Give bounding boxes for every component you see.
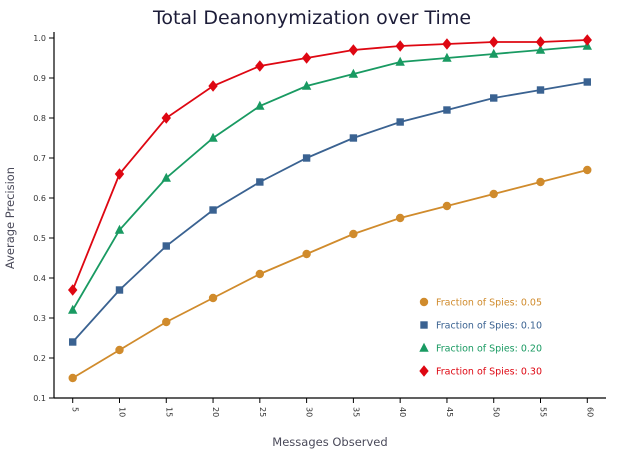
series-2-marker [68,304,78,314]
series-2-marker [301,80,312,90]
series-0-marker [442,201,452,211]
x-tick-label: 20 [211,407,220,417]
series-3-marker [442,38,452,50]
y-tick-label: 0.4 [33,274,46,283]
x-tick-label: 10 [117,407,126,417]
series-1-marker [256,178,264,186]
series-3-marker [535,36,546,48]
series-1-marker [302,154,311,162]
y-tick-label: 0.8 [33,114,46,123]
series-2-marker [395,56,405,66]
y-tick-label: 0.5 [33,234,46,243]
x-tick-label: 60 [585,407,594,417]
series-3-marker [255,60,265,72]
legend-marker-3 [419,365,429,377]
series-0-marker [349,229,358,239]
x-tick-label: 35 [351,407,360,417]
series-2-marker [114,224,125,234]
series-3-marker [301,52,312,64]
series-1-marker [536,86,545,94]
y-tick-label: 0.1 [33,394,46,403]
series-0-marker [255,269,265,279]
series-0-marker [583,165,592,175]
y-tick-label: 0.9 [33,74,46,83]
series-3-marker [161,112,171,124]
series-3-marker [348,44,359,56]
series-line-1 [72,81,588,343]
x-tick-label: 50 [492,407,501,417]
series-2-marker [535,44,546,54]
legend-label-0: Fraction of Spies: 0.05 [436,298,542,309]
series-1-marker [69,338,77,346]
series-line-3 [71,39,588,291]
series-1-marker [583,78,591,86]
series-0-marker [536,177,545,187]
series-0-marker [208,293,218,303]
series-line-0 [72,169,588,379]
y-tick-label: 0.3 [33,314,46,323]
legend-label-1: Fraction of Spies: 0.10 [436,321,542,332]
series-1-marker [349,134,358,142]
x-tick-label: 55 [539,407,548,417]
plot-area: 0.1 0.2 0.3 0.4 0.5 0.6 0.7 0.8 0.9 1.0 5 10 15 20 25 3… [33,32,606,417]
x-tick-label: 40 [398,407,407,417]
series-1-marker [115,286,124,294]
series-0-marker [68,373,77,383]
y-tick-label: 0.7 [33,154,46,163]
chart-title: Total Deanonymization over Time [152,7,471,29]
x-tick-label: 5 [71,407,80,412]
x-tick-label: 30 [305,407,314,417]
legend-marker-2 [419,342,429,352]
series-0-marker [162,317,171,327]
series-3-marker [582,34,592,46]
y-tick-label: 0.2 [33,354,46,363]
x-tick-label: 45 [445,407,454,417]
series-3-marker [68,284,78,296]
series-3-marker [489,36,499,48]
series-2-marker [255,100,265,110]
x-tick-label: 25 [258,407,267,417]
y-tick-label: 0.6 [33,194,46,203]
series-1-marker [209,206,217,214]
y-tick-label: 1.0 [33,34,46,43]
series-1-marker [162,242,170,250]
series-1-marker [490,94,498,102]
series-0-marker [395,213,405,223]
series-2-marker [348,68,359,78]
series-2-marker [161,172,171,182]
series-2-marker [442,52,452,62]
series-2-marker [208,132,218,142]
series-0-marker [115,345,124,355]
x-axis-label: Messages Observed [272,435,387,449]
legend-marker-1 [420,321,428,329]
series-line-2 [71,45,588,311]
series-1-marker [396,118,404,126]
x-tick-label: 15 [164,407,173,417]
series-3-marker [114,168,125,180]
legend-label-3: Fraction of Spies: 0.30 [436,367,542,378]
legend-label-2: Fraction of Spies: 0.20 [436,344,542,355]
series-2-marker [489,48,499,58]
series-0-marker [489,189,498,199]
series-1-marker [443,106,451,114]
series-0-marker [302,249,311,259]
y-axis-label: Average Precision [3,167,17,269]
series-3-marker [395,40,405,52]
series-3-marker [208,80,218,92]
legend-marker-0 [419,297,429,307]
